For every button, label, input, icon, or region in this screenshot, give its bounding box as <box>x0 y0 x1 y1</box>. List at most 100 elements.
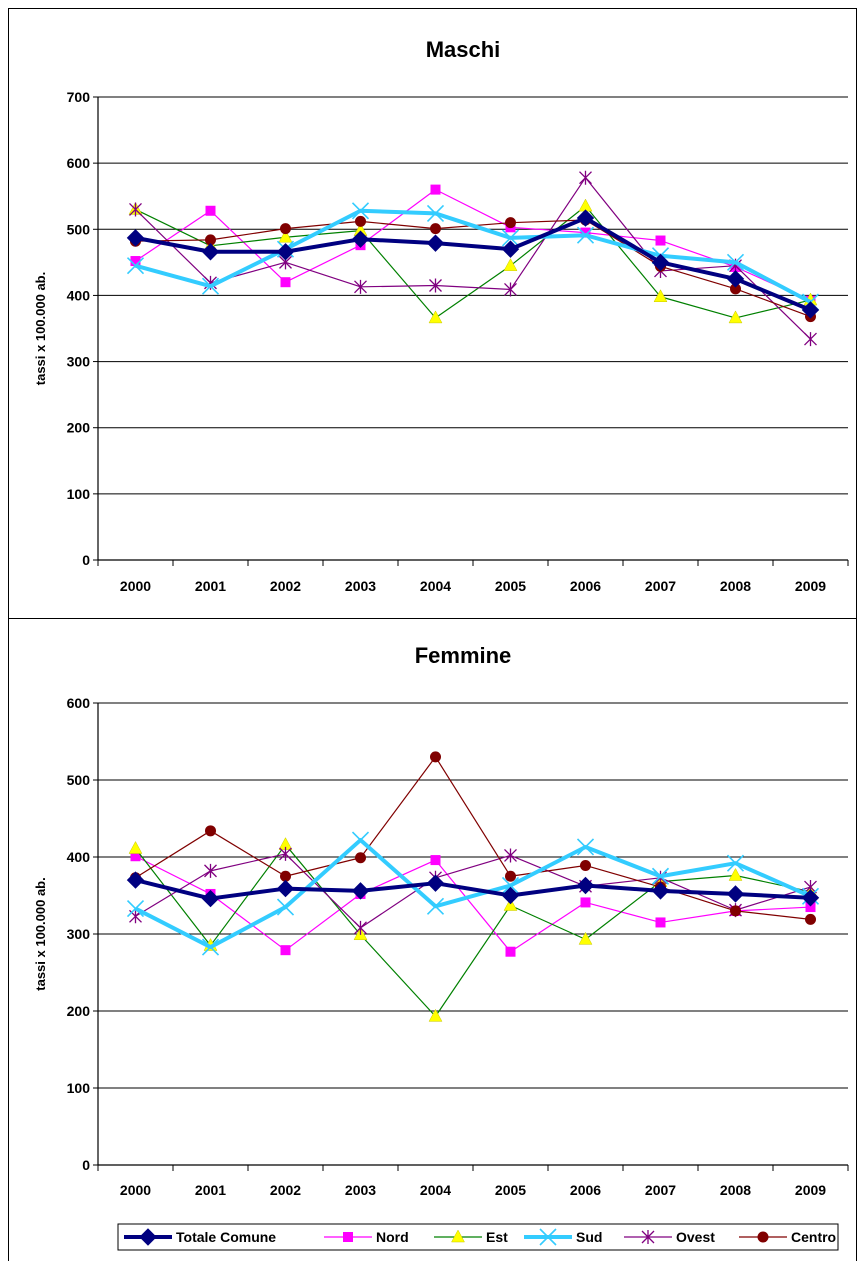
femmine-xtick-label: 2003 <box>345 1182 376 1198</box>
maschi-point-est <box>503 258 518 271</box>
maschi-xtick-label: 2002 <box>270 578 301 594</box>
femmine-series-totale-comune <box>126 871 820 908</box>
femmine-point-nord <box>580 897 591 908</box>
maschi-point-totale-comune <box>501 240 520 258</box>
legend-label-ovest: Ovest <box>676 1229 715 1245</box>
femmine-point-totale-comune <box>651 882 670 900</box>
maschi-point-totale-comune <box>726 270 745 288</box>
maschi-xtick-label: 2000 <box>120 578 151 594</box>
maschi-chart: Maschi 0 100 200 300 400 500 600 700 2000 2001 2002… <box>33 37 849 594</box>
maschi-ytick-label: 300 <box>67 354 91 370</box>
femmine-point-est <box>128 841 143 854</box>
maschi-point-totale-comune <box>426 234 445 252</box>
femmine-point-nord <box>280 945 291 956</box>
maschi-line-nord <box>135 189 811 302</box>
maschi-point-centro <box>355 215 366 227</box>
femmine-point-ovest <box>504 848 517 863</box>
femmine-line-nord <box>135 855 811 953</box>
femmine-point-est <box>428 1008 443 1022</box>
femmine-point-totale-comune <box>426 874 445 892</box>
legend-item-sud: Sud <box>524 1228 602 1246</box>
maschi-point-totale-comune <box>651 253 670 272</box>
maschi-ytick-label: 700 <box>67 89 91 105</box>
femmine-point-sud <box>276 898 295 916</box>
legend-label-nord: Nord <box>376 1229 409 1245</box>
maschi-xtick-label: 2008 <box>720 578 751 594</box>
femmine-point-totale-comune <box>726 885 745 903</box>
femmine-point-est <box>578 931 593 945</box>
femmine-point-sud <box>501 876 520 895</box>
maschi-point-ovest <box>129 202 142 217</box>
legend-marker-sud <box>539 1228 557 1246</box>
femmine-point-sud <box>201 938 220 956</box>
femmine-point-totale-comune <box>126 871 145 889</box>
femmine-point-sud <box>126 900 145 918</box>
femmine-point-sud <box>426 897 445 915</box>
maschi-y-axis-label: tassi x 100.000 ab. <box>33 272 48 385</box>
maschi-point-centro <box>430 223 441 235</box>
maschi-point-sud <box>501 229 520 247</box>
femmine-xtick-label: 2001 <box>195 1182 226 1198</box>
legend-marker-ovest <box>641 1230 655 1244</box>
legend-marker-est <box>451 1229 465 1243</box>
femmine-title: Femmine <box>415 643 512 668</box>
femmine-line-sud <box>134 838 812 950</box>
legend-item-totale-comune: Totale Comune <box>124 1228 276 1246</box>
femmine-point-centro <box>280 870 291 882</box>
femmine-point-centro <box>205 825 216 837</box>
maschi-point-sud <box>126 257 145 275</box>
maschi-xtick-label: 2007 <box>645 578 676 594</box>
femmine-ytick-label: 100 <box>67 1080 91 1096</box>
femmine-ytick-label: 600 <box>67 695 91 711</box>
maschi-point-totale-comune <box>801 301 820 319</box>
femmine-point-totale-comune <box>501 886 520 905</box>
femmine-point-est <box>728 867 743 881</box>
femmine-ytick-label: 500 <box>67 772 91 788</box>
femmine-ytick-label: 300 <box>67 926 91 942</box>
femmine-point-centro <box>505 870 516 882</box>
maschi-point-nord <box>280 277 291 288</box>
legend-marker-centro <box>757 1231 769 1243</box>
femmine-line-totale-comune <box>135 878 811 901</box>
maschi-point-est <box>278 229 293 243</box>
femmine-series-sud <box>126 831 820 956</box>
legend-marker-nord <box>343 1232 353 1242</box>
legend-item-est: Est <box>434 1229 508 1245</box>
legend: Totale Comune Nord Est Sud Ovest Centro <box>117 1223 839 1251</box>
femmine-xtick-label: 2004 <box>420 1182 451 1198</box>
femmine-point-nord <box>430 855 441 866</box>
maschi-point-sud <box>201 277 220 295</box>
maschi-point-ovest <box>354 279 367 294</box>
legend-label-centro: Centro <box>791 1229 836 1245</box>
femmine-point-totale-comune <box>276 879 295 898</box>
femmine-xtick-label: 2009 <box>795 1182 826 1198</box>
maschi-point-nord <box>205 205 216 216</box>
femmine-point-centro <box>430 751 441 763</box>
femmine-point-sud <box>351 831 370 849</box>
legend-item-ovest: Ovest <box>624 1229 715 1245</box>
maschi-point-sud <box>426 204 445 222</box>
femmine-point-centro <box>805 913 816 925</box>
femmine-point-sud <box>651 867 670 885</box>
femmine-point-nord <box>505 946 516 957</box>
maschi-line-sud <box>134 208 812 304</box>
femmine-point-centro <box>355 852 366 864</box>
femmine-point-sud <box>726 854 745 872</box>
legend-marker-totale-comune <box>139 1228 157 1246</box>
femmine-xtick-label: 2002 <box>270 1182 301 1198</box>
femmine-point-totale-comune <box>201 889 220 908</box>
maschi-point-ovest <box>804 332 817 347</box>
femmine-panel-frame <box>8 618 857 1266</box>
femmine-point-totale-comune <box>801 889 820 907</box>
maschi-point-centro <box>505 217 516 229</box>
maschi-series-sud <box>126 202 820 311</box>
maschi-xtick-label: 2003 <box>345 578 376 594</box>
femmine-ytick-label: 200 <box>67 1003 91 1019</box>
maschi-point-est <box>653 289 668 303</box>
maschi-series-totale-comune <box>126 209 820 319</box>
femmine-line-centro <box>135 756 811 920</box>
maschi-xtick-label: 2006 <box>570 578 601 594</box>
femmine-chart: Femmine 0 100 200 300 400 500 600 2000 2001 2002 20… <box>33 643 849 1198</box>
maschi-point-nord <box>130 256 141 267</box>
